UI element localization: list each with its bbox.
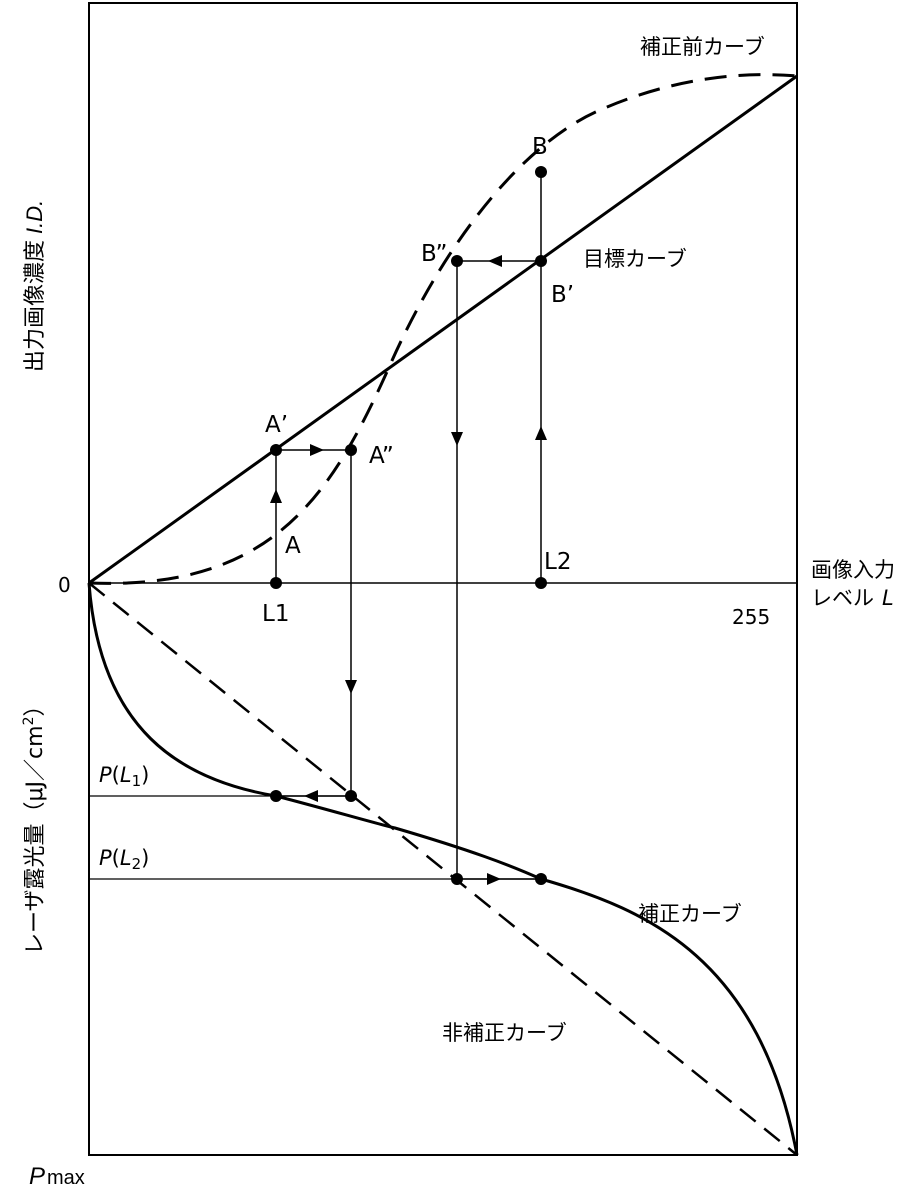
p-max-sub: max xyxy=(47,1167,85,1189)
target-curve xyxy=(88,74,798,585)
y-lower-close: ） xyxy=(23,694,48,716)
y-upper-symbol: I.D. xyxy=(22,200,47,234)
point-p-l2-b xyxy=(535,873,547,885)
label-pre-correction-curve: 補正前カーブ xyxy=(640,35,765,59)
label-correction-curve: 補正カーブ xyxy=(638,902,742,926)
p-l2-close: ) xyxy=(141,846,149,870)
p-l2-l: L xyxy=(120,846,132,870)
p-l1-p: P xyxy=(99,763,112,787)
plot-frame xyxy=(88,2,798,1156)
point-l1 xyxy=(270,577,282,589)
point-b-dprime xyxy=(451,255,463,267)
y-lower-sup: 2 xyxy=(21,717,37,726)
p-l1-open: ( xyxy=(112,763,120,787)
arrow-right-a xyxy=(310,444,324,456)
y-upper-text: 出力画像濃度 xyxy=(23,240,48,372)
p-l1-label: P(L1) xyxy=(99,763,149,790)
arrow-up-l2 xyxy=(535,426,547,440)
x-max-label: 255 xyxy=(732,605,770,629)
pre-correction-curve xyxy=(88,73,798,585)
point-p-l2-a xyxy=(451,873,463,885)
label-non-correction-curve: 非補正カーブ xyxy=(442,1021,567,1045)
point-l2 xyxy=(535,577,547,589)
correction-curve xyxy=(87,582,799,1156)
label-point-b-dprime: B” xyxy=(421,241,447,267)
label-point-a-prime: A’ xyxy=(265,412,288,438)
y-lower-text: レーザ露光量（μJ／cm xyxy=(23,725,48,955)
point-a-dprime xyxy=(345,444,357,456)
p-l1-sub: 1 xyxy=(132,772,142,790)
p-l2-sub: 2 xyxy=(132,855,142,873)
point-b-prime xyxy=(535,255,547,267)
non-correction-curve xyxy=(88,582,798,1156)
p-l2-open: ( xyxy=(112,846,120,870)
label-l1: L1 xyxy=(262,601,289,627)
y-axis-upper-label: 出力画像濃度 I.D. xyxy=(22,200,48,372)
point-p-l1-b xyxy=(270,790,282,802)
label-point-b-prime: B’ xyxy=(551,282,574,308)
label-point-a-dprime: A” xyxy=(369,443,394,469)
x-axis-label-line1: 画像入力 xyxy=(811,558,895,582)
arrow-left-p-l1 xyxy=(304,790,318,802)
arrow-right-p-l2 xyxy=(487,873,501,885)
point-b xyxy=(535,166,547,178)
x-axis-label-text: レベル xyxy=(811,586,874,610)
y-axis-lower-label: レーザ露光量（μJ／cm2） xyxy=(21,694,48,955)
label-l2: L2 xyxy=(544,549,571,575)
arrow-down-b-dprime xyxy=(451,432,463,446)
label-point-b: B xyxy=(532,134,548,160)
arrow-down-a-dprime xyxy=(345,680,357,694)
origin-label: 0 xyxy=(58,573,71,597)
p-l2-label: P(L2) xyxy=(99,846,149,873)
p-max-p: P xyxy=(29,1163,45,1190)
arrow-left-b xyxy=(488,255,502,267)
label-target-curve: 目標カーブ xyxy=(583,247,687,271)
label-point-a: A xyxy=(285,533,301,559)
p-l1-l: L xyxy=(120,763,132,787)
point-a-prime xyxy=(270,444,282,456)
arrow-up-l1 xyxy=(270,489,282,503)
point-p-l1-a xyxy=(345,790,357,802)
p-l2-p: P xyxy=(99,846,112,870)
x-axis-symbol: L xyxy=(882,586,894,610)
x-axis-label-line2: レベル L xyxy=(811,586,894,610)
p-l1-close: ) xyxy=(141,763,149,787)
